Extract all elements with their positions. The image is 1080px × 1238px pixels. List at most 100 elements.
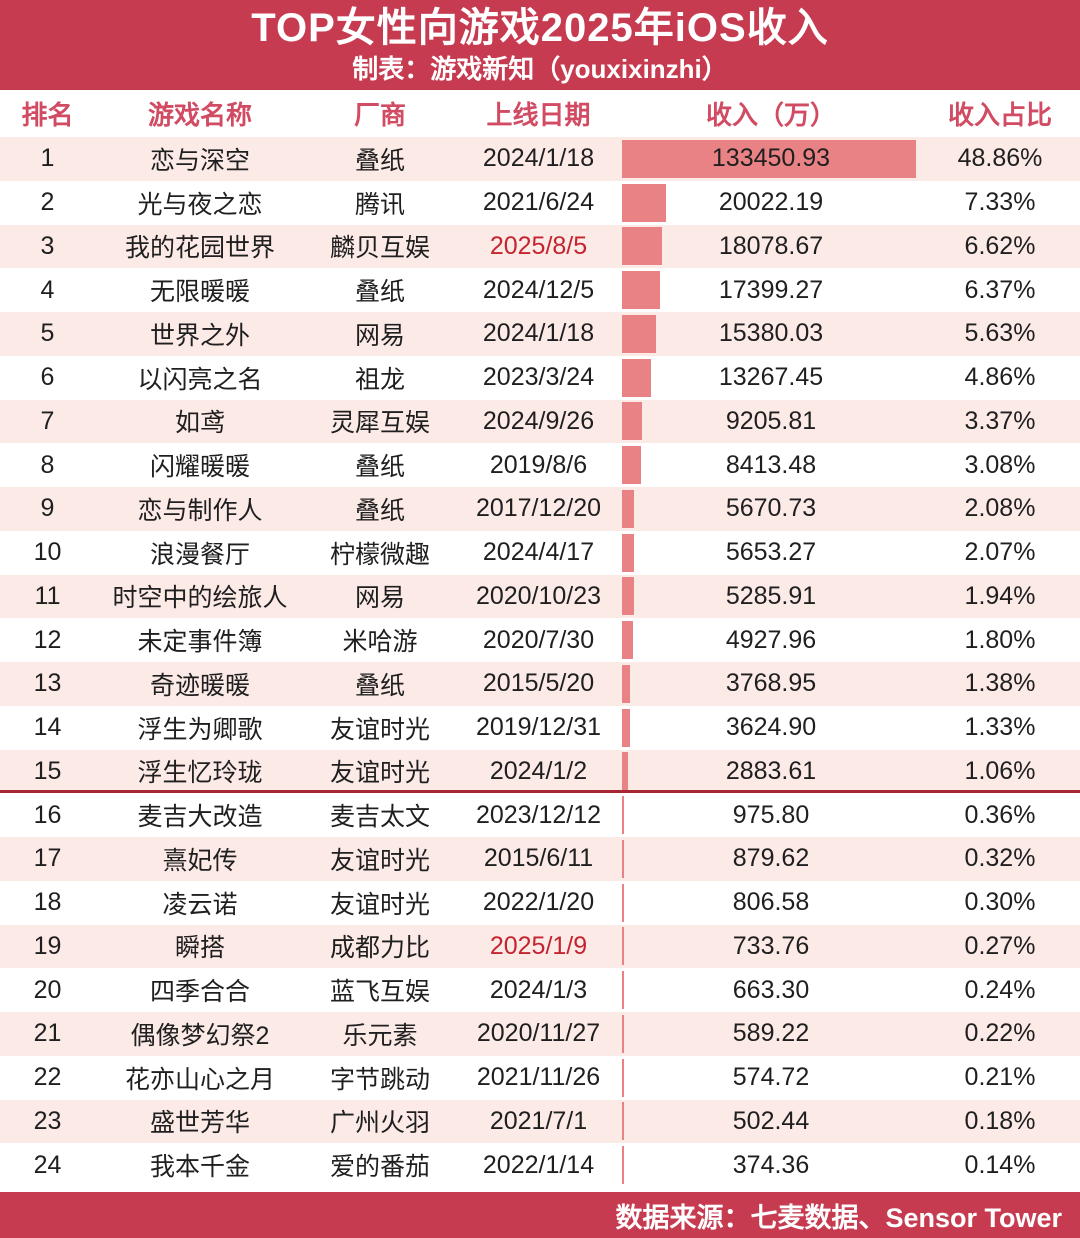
revenue-value: 20022.19: [718, 188, 824, 217]
revenue-value: 13267.45: [718, 363, 824, 392]
revenue-cell: 663.30: [622, 968, 920, 1012]
revenue-value: 15380.03: [718, 319, 824, 348]
game-name-cell: 熹妃传: [162, 846, 238, 875]
revenue-value: 374.36: [732, 1150, 810, 1179]
table-row: 18 凌云诺 友谊时光 2022/1/20 806.58 0.30%: [0, 880, 1080, 925]
rank-cell: 16: [33, 800, 62, 829]
rank-cell: 11: [34, 581, 61, 610]
vendor-cell: 叠纸: [354, 671, 405, 700]
revenue-bar: [622, 446, 641, 485]
table-row: 6 以闪亮之名 祖龙 2023/3/24 13267.45 4.86%: [0, 355, 1080, 400]
revenue-value: 806.58: [732, 888, 810, 917]
rank-cell: 3: [40, 231, 55, 260]
share-cell: 2.07%: [964, 538, 1036, 567]
vendor-cell: 腾讯: [354, 190, 405, 219]
game-name-cell: 麦吉大改造: [137, 803, 263, 832]
column-header-game: 游戏名称: [147, 100, 252, 130]
revenue-cell: 13267.45: [622, 356, 920, 400]
game-name-cell: 未定事件簿: [137, 628, 263, 657]
launch-date-cell: 2024/12/5: [482, 275, 595, 304]
share-cell: 6.62%: [964, 231, 1036, 260]
revenue-bar: [622, 664, 630, 703]
table-row: 15 浮生忆玲珑 友谊时光 2024/1/2 2883.61 1.06%: [0, 749, 1080, 794]
revenue-value: 879.62: [732, 844, 810, 873]
share-cell: 0.30%: [964, 888, 1036, 917]
game-name-cell: 四季合合: [149, 978, 250, 1007]
game-name-cell: 光与夜之恋: [137, 190, 263, 219]
share-cell: 6.37%: [964, 275, 1036, 304]
vendor-cell: 字节跳动: [329, 1065, 430, 1094]
table-row: 22 花亦山心之月 字节跳动 2021/11/26 574.72 0.21%: [0, 1055, 1080, 1100]
table-row: 19 瞬搭 成都力比 2025/1/9 733.76 0.27%: [0, 924, 1080, 969]
share-cell: 48.86%: [957, 144, 1043, 173]
rank-cell: 13: [33, 669, 62, 698]
revenue-bar: [622, 489, 634, 528]
revenue-value: 4927.96: [725, 625, 817, 654]
revenue-value: 589.22: [732, 1019, 810, 1048]
game-name-cell: 浮生为卿歌: [137, 715, 263, 744]
launch-date-cell: 2024/1/18: [482, 319, 595, 348]
revenue-bar: [622, 183, 666, 222]
launch-date-cell: 2020/7/30: [482, 625, 595, 654]
rank-cell: 10: [33, 538, 62, 567]
revenue-value: 3768.95: [725, 669, 817, 698]
revenue-cell: 17399.27: [622, 268, 920, 312]
revenue-value: 133450.93: [711, 144, 831, 173]
table-row: 24 我本千金 爱的番茄 2022/1/14 374.36 0.14%: [0, 1143, 1080, 1187]
revenue-value: 18078.67: [718, 231, 824, 260]
revenue-cell: 15380.03: [622, 312, 920, 356]
vendor-cell: 米哈游: [342, 628, 418, 657]
table-row: 2 光与夜之恋 腾讯 2021/6/24 20022.19 7.33%: [0, 180, 1080, 225]
revenue-value: 502.44: [732, 1106, 810, 1135]
revenue-bar: [622, 1058, 624, 1097]
revenue-cell: 733.76: [622, 925, 920, 969]
vendor-cell: 爱的番茄: [329, 1153, 430, 1182]
revenue-value: 9205.81: [725, 406, 817, 435]
table-row: 23 盛世芳华 广州火羽 2021/7/1 502.44 0.18%: [0, 1099, 1080, 1144]
rank-cell: 8: [40, 450, 55, 479]
revenue-bar: [622, 752, 628, 791]
revenue-cell: 18078.67: [622, 225, 920, 269]
revenue-cell: 374.36: [622, 1143, 920, 1187]
page-subtitle: 制表：游戏新知（youxixinzhi）: [352, 54, 728, 84]
revenue-cell: 806.58: [622, 881, 920, 925]
game-name-cell: 无限暖暖: [149, 278, 250, 307]
vendor-cell: 叠纸: [354, 278, 405, 307]
launch-date-cell: 2024/1/3: [489, 975, 588, 1004]
share-cell: 0.21%: [964, 1063, 1036, 1092]
revenue-value: 5670.73: [725, 494, 817, 523]
game-name-cell: 浮生忆玲珑: [137, 759, 263, 788]
table-row: 7 如鸢 灵犀互娱 2024/9/26 9205.81 3.37%: [0, 399, 1080, 444]
share-cell: 4.86%: [964, 363, 1036, 392]
revenue-bar: [622, 1014, 624, 1053]
table-row: 12 未定事件簿 米哈游 2020/7/30 4927.96 1.80%: [0, 618, 1080, 662]
rank-cell: 15: [33, 756, 62, 785]
revenue-value: 663.30: [732, 975, 810, 1004]
column-header-revenue: 收入（万）: [705, 100, 836, 130]
revenue-cell: 133450.93: [622, 137, 920, 181]
share-cell: 7.33%: [964, 188, 1036, 217]
game-name-cell: 我本千金: [149, 1153, 250, 1182]
revenue-bar: [622, 796, 624, 835]
share-cell: 0.32%: [964, 844, 1036, 873]
rank-cell: 4: [40, 275, 55, 304]
revenue-bar: [622, 1146, 624, 1185]
vendor-cell: 叠纸: [354, 496, 405, 525]
revenue-value: 2883.61: [725, 756, 817, 785]
game-name-cell: 盛世芳华: [149, 1109, 250, 1138]
page-title: TOP女性向游戏2025年iOS收入: [251, 6, 829, 50]
revenue-cell: 9205.81: [622, 400, 920, 444]
game-name-cell: 恋与制作人: [137, 496, 263, 525]
vendor-cell: 成都力比: [329, 934, 430, 963]
share-cell: 0.22%: [964, 1019, 1036, 1048]
rank-cell: 12: [33, 625, 62, 654]
revenue-cell: 502.44: [622, 1100, 920, 1144]
footer-band: 数据来源：七麦数据、Sensor Tower: [0, 1192, 1080, 1238]
launch-date-cell: 2022/1/14: [482, 1150, 595, 1179]
revenue-cell: 20022.19: [622, 181, 920, 225]
launch-date-cell: 2024/9/26: [482, 406, 595, 435]
launch-date-cell: 2023/12/12: [475, 800, 602, 829]
title-band: TOP女性向游戏2025年iOS收入 制表：游戏新知（youxixinzhi）: [0, 0, 1080, 90]
revenue-value: 975.80: [732, 800, 810, 829]
